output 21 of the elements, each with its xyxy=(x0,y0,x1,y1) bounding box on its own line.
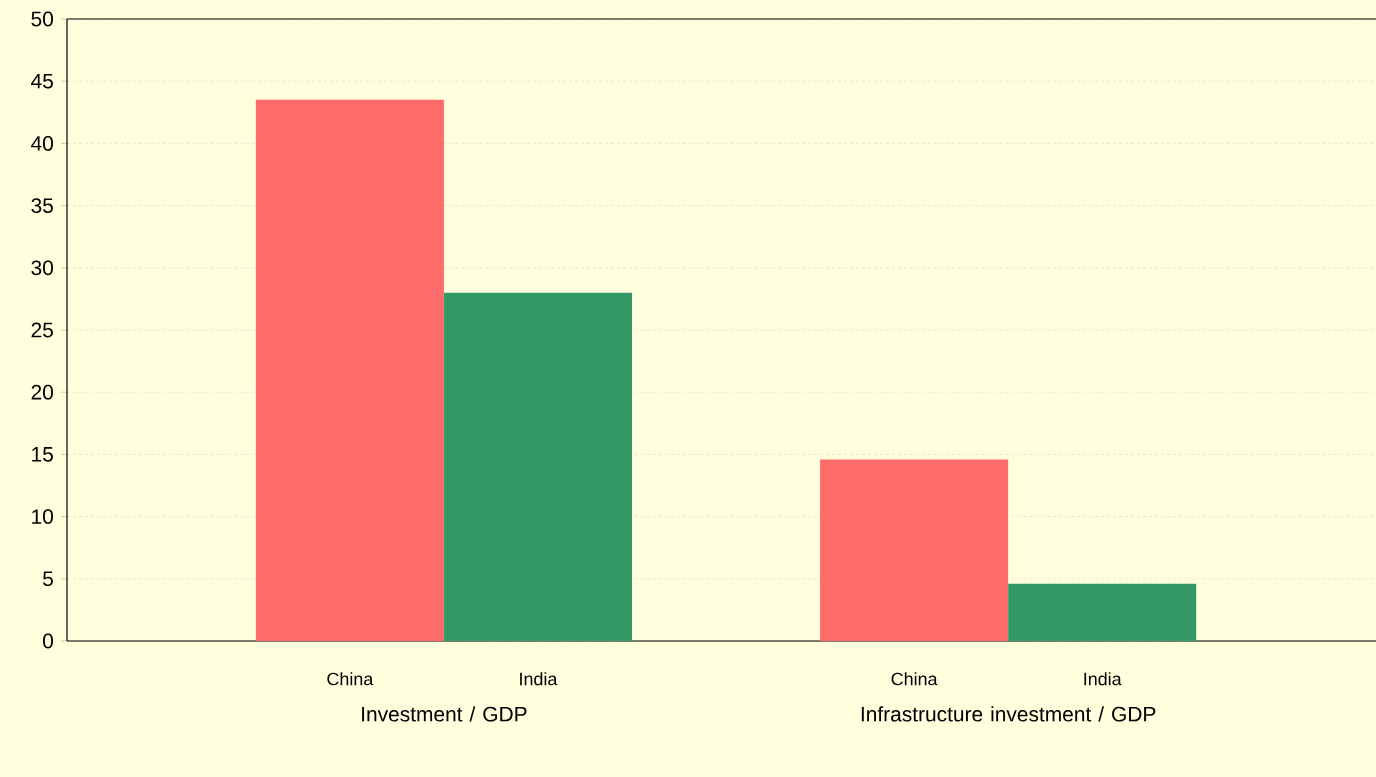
y-tick-label: 50 xyxy=(31,11,53,27)
text: India xyxy=(1084,672,1122,686)
y-tick-label: 15 xyxy=(32,447,53,462)
x-tick-label: Investment / GDP xyxy=(362,706,527,722)
y-tick-label: 10 xyxy=(32,509,53,524)
y-tick-label: 30 xyxy=(31,260,53,276)
y-tick-label: 20 xyxy=(31,384,53,400)
y-tick-label: 35 xyxy=(31,198,53,213)
series-label: China xyxy=(327,672,374,686)
series-label: India xyxy=(520,672,558,686)
bar xyxy=(443,292,632,641)
x-tick-label: Infrastructure investment / GDP xyxy=(861,706,1156,722)
y-tick-label: 40 xyxy=(31,135,53,151)
bar xyxy=(255,99,444,641)
text: China xyxy=(891,672,938,686)
bar xyxy=(820,459,1009,641)
y-tick-label: 45 xyxy=(31,73,53,89)
y-tick-label: 25 xyxy=(31,322,53,338)
bar xyxy=(1008,583,1197,641)
y-tick-label: 5 xyxy=(43,571,53,587)
y-tick-label: 0 xyxy=(43,633,53,649)
